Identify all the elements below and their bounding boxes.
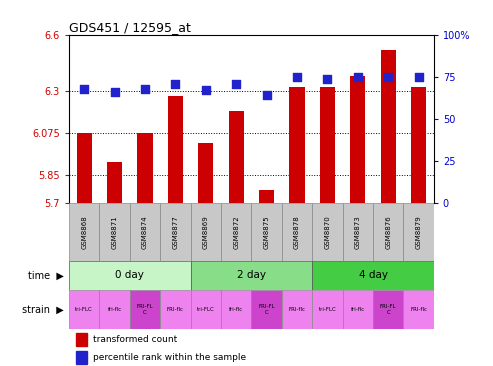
Bar <box>138 133 153 203</box>
Text: GSM8869: GSM8869 <box>203 215 209 249</box>
Point <box>202 87 210 93</box>
Bar <box>350 76 365 203</box>
Point <box>232 81 240 86</box>
Bar <box>160 290 191 329</box>
Text: FRI-flc: FRI-flc <box>167 307 184 312</box>
Bar <box>76 351 87 364</box>
Point <box>293 74 301 80</box>
Point <box>263 92 271 98</box>
Text: strain  ▶: strain ▶ <box>22 305 64 314</box>
Bar <box>191 261 312 290</box>
Point <box>110 89 119 95</box>
Point <box>354 74 362 80</box>
Text: 2 day: 2 day <box>237 270 266 280</box>
Text: FRI-flc: FRI-flc <box>410 307 427 312</box>
Bar <box>221 290 251 329</box>
Bar <box>229 111 244 203</box>
Bar <box>312 261 434 290</box>
Bar <box>282 203 312 261</box>
Point <box>323 76 331 82</box>
Text: transformed count: transformed count <box>93 335 177 344</box>
Bar <box>69 290 100 329</box>
Point <box>80 86 88 92</box>
Text: GSM8877: GSM8877 <box>173 215 178 249</box>
Text: GDS451 / 12595_at: GDS451 / 12595_at <box>69 20 191 34</box>
Text: GSM8878: GSM8878 <box>294 215 300 249</box>
Bar <box>381 50 396 203</box>
Bar <box>107 162 122 203</box>
Text: time  ▶: time ▶ <box>28 270 64 280</box>
Bar <box>69 261 191 290</box>
Bar <box>168 97 183 203</box>
Bar <box>312 290 343 329</box>
Bar <box>343 290 373 329</box>
Text: 4 day: 4 day <box>358 270 387 280</box>
Bar <box>251 290 282 329</box>
Text: GSM8870: GSM8870 <box>324 215 330 249</box>
Text: tri-FLC: tri-FLC <box>197 307 215 312</box>
Text: fri-flc: fri-flc <box>107 307 122 312</box>
Bar <box>312 203 343 261</box>
Bar <box>130 290 160 329</box>
Bar <box>259 190 274 203</box>
Text: GSM8874: GSM8874 <box>142 215 148 249</box>
Bar <box>100 203 130 261</box>
Bar <box>160 203 191 261</box>
Point <box>415 74 423 80</box>
Text: 0 day: 0 day <box>115 270 144 280</box>
Bar <box>251 203 282 261</box>
Text: GSM8875: GSM8875 <box>264 215 270 249</box>
Text: tri-FLC: tri-FLC <box>75 307 93 312</box>
Bar <box>411 87 426 203</box>
Point <box>384 74 392 80</box>
Bar <box>320 87 335 203</box>
Text: tri-FLC: tri-FLC <box>318 307 336 312</box>
Bar <box>130 203 160 261</box>
Bar <box>100 290 130 329</box>
Text: GSM8872: GSM8872 <box>233 215 239 249</box>
Text: percentile rank within the sample: percentile rank within the sample <box>93 354 246 362</box>
Text: fri-flc: fri-flc <box>351 307 365 312</box>
Text: FRI-FL
C: FRI-FL C <box>380 304 396 315</box>
Text: GSM8876: GSM8876 <box>385 215 391 249</box>
Text: GSM8868: GSM8868 <box>81 215 87 249</box>
Text: fri-flc: fri-flc <box>229 307 244 312</box>
Text: GSM8879: GSM8879 <box>416 215 422 249</box>
Text: FRI-FL
C: FRI-FL C <box>258 304 275 315</box>
Bar <box>76 333 87 346</box>
Bar <box>289 87 305 203</box>
Bar <box>282 290 312 329</box>
Bar <box>76 133 92 203</box>
Bar <box>373 290 403 329</box>
Bar <box>221 203 251 261</box>
Text: GSM8873: GSM8873 <box>355 215 361 249</box>
Bar <box>198 143 213 203</box>
Bar <box>403 203 434 261</box>
Bar <box>191 290 221 329</box>
Bar <box>69 203 100 261</box>
Bar <box>373 203 403 261</box>
Bar <box>191 203 221 261</box>
Text: GSM8871: GSM8871 <box>111 215 118 249</box>
Bar <box>403 290 434 329</box>
Point <box>141 86 149 92</box>
Text: FRI-FL
C: FRI-FL C <box>137 304 153 315</box>
Bar <box>343 203 373 261</box>
Text: FRI-flc: FRI-flc <box>288 307 306 312</box>
Point <box>172 81 179 86</box>
